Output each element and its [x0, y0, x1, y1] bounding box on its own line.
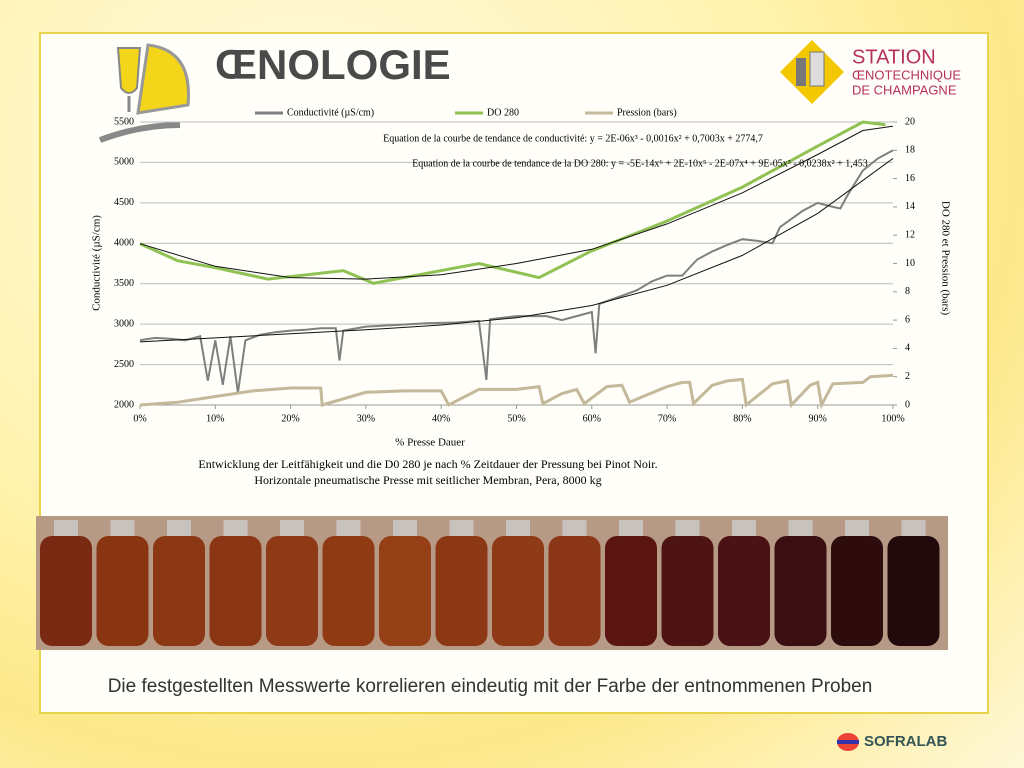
logo-line: DE CHAMPAGNE — [852, 82, 957, 97]
y-axis-label: Conductivité (µS/cm) — [91, 215, 103, 311]
logo-line: STATION — [852, 46, 936, 68]
bottle-cap — [732, 520, 756, 538]
bottle — [379, 536, 431, 646]
bottle — [266, 536, 318, 646]
y2-tick-label: 20 — [905, 116, 915, 127]
x-tick-label: 100% — [881, 413, 904, 424]
legend-label: Conductivité (µS/cm) — [287, 107, 374, 118]
bottle-cap — [845, 520, 869, 538]
bottles — [40, 520, 940, 646]
y2-tick-label: 10 — [905, 258, 915, 269]
bottle — [661, 536, 714, 646]
bottle — [774, 536, 827, 646]
chart-note: Entwicklung der Leitfähigkeit und die D0… — [198, 457, 657, 471]
bottle-cap — [562, 520, 587, 538]
bottle — [492, 536, 544, 646]
bottle — [605, 536, 657, 646]
bottle-cap — [675, 520, 700, 538]
bottle — [718, 536, 770, 646]
chart-note: Horizontale pneumatische Presse mit seit… — [254, 473, 601, 487]
bottle-cap — [393, 520, 417, 538]
bottle — [435, 536, 488, 646]
bottle — [96, 536, 149, 646]
trend-equation: Equation de la courbe de tendance de con… — [383, 133, 763, 144]
brand: SOFRALAB — [864, 733, 947, 750]
y2-tick-label: 4 — [905, 343, 910, 354]
y2-tick-label: 12 — [905, 229, 915, 240]
y2-tick-label: 6 — [905, 314, 910, 325]
x-tick-label: 0% — [133, 413, 146, 424]
trend-line — [139, 157, 894, 343]
y-tick-label: 2500 — [114, 359, 134, 370]
x-tick-label: 80% — [733, 413, 751, 424]
legend-label: Pression (bars) — [617, 107, 677, 118]
y-tick-label: 2000 — [114, 399, 134, 410]
bottle — [153, 536, 205, 646]
y2-tick-label: 2 — [905, 371, 910, 382]
x-axis-label: % Presse Dauer — [395, 437, 465, 449]
x-tick-label: 40% — [432, 413, 450, 424]
chart: % Presse Dauer Conductivité (µS/cm) DO 2… — [91, 107, 952, 486]
bottle-cap — [223, 520, 248, 538]
y2-tick-label: 8 — [905, 286, 910, 297]
x-tick-label: 20% — [281, 413, 299, 424]
bottle-cap — [167, 520, 191, 538]
brand-logo — [837, 733, 859, 751]
bottle-cap — [54, 520, 78, 538]
trend-line — [139, 125, 894, 280]
bottle-cap — [619, 520, 643, 538]
data-line — [139, 149, 894, 394]
bottle — [831, 536, 883, 646]
x-tick-label: 60% — [583, 413, 601, 424]
y2-axis-label: DO 280 et Pression (bars) — [939, 201, 951, 316]
bottle — [887, 536, 940, 646]
logo-line: ŒNOTECHNIQUE — [852, 67, 961, 82]
legend-label: DO 280 — [487, 107, 519, 118]
bottle — [40, 536, 92, 646]
bottle-cap — [901, 520, 926, 538]
y2-tick-label: 18 — [905, 145, 915, 156]
y-tick-label: 5500 — [114, 116, 134, 127]
bottle-cap — [449, 520, 474, 538]
y-tick-label: 5000 — [114, 157, 134, 168]
data-line — [139, 373, 894, 410]
bottle-cap — [280, 520, 304, 538]
slide-title: ŒNOLOGIE — [215, 41, 451, 88]
station-logo — [780, 40, 844, 104]
bottle-cap — [336, 520, 361, 538]
trend-equation: Equation de la courbe de tendance de la … — [412, 158, 868, 169]
y2-tick-label: 0 — [905, 399, 910, 410]
y2-tick-label: 14 — [905, 201, 915, 212]
caption: Die festgestellten Messwerte korrelieren… — [108, 676, 873, 697]
y-tick-label: 3500 — [114, 278, 134, 289]
x-tick-label: 10% — [206, 413, 224, 424]
x-tick-label: 70% — [658, 413, 676, 424]
y-tick-label: 4500 — [114, 197, 134, 208]
x-tick-label: 30% — [357, 413, 375, 424]
bottle — [322, 536, 375, 646]
y2-tick-label: 16 — [905, 173, 915, 184]
bottle-cap — [110, 520, 135, 538]
bottle — [548, 536, 601, 646]
bottle-cap — [506, 520, 530, 538]
glass-logo — [98, 43, 190, 143]
bottle — [209, 536, 262, 646]
y-tick-label: 4000 — [114, 238, 134, 249]
x-tick-label: 90% — [809, 413, 827, 424]
bottle-cap — [788, 520, 813, 538]
y-tick-label: 3000 — [114, 318, 134, 329]
x-tick-label: 50% — [507, 413, 525, 424]
data-line — [139, 120, 886, 285]
